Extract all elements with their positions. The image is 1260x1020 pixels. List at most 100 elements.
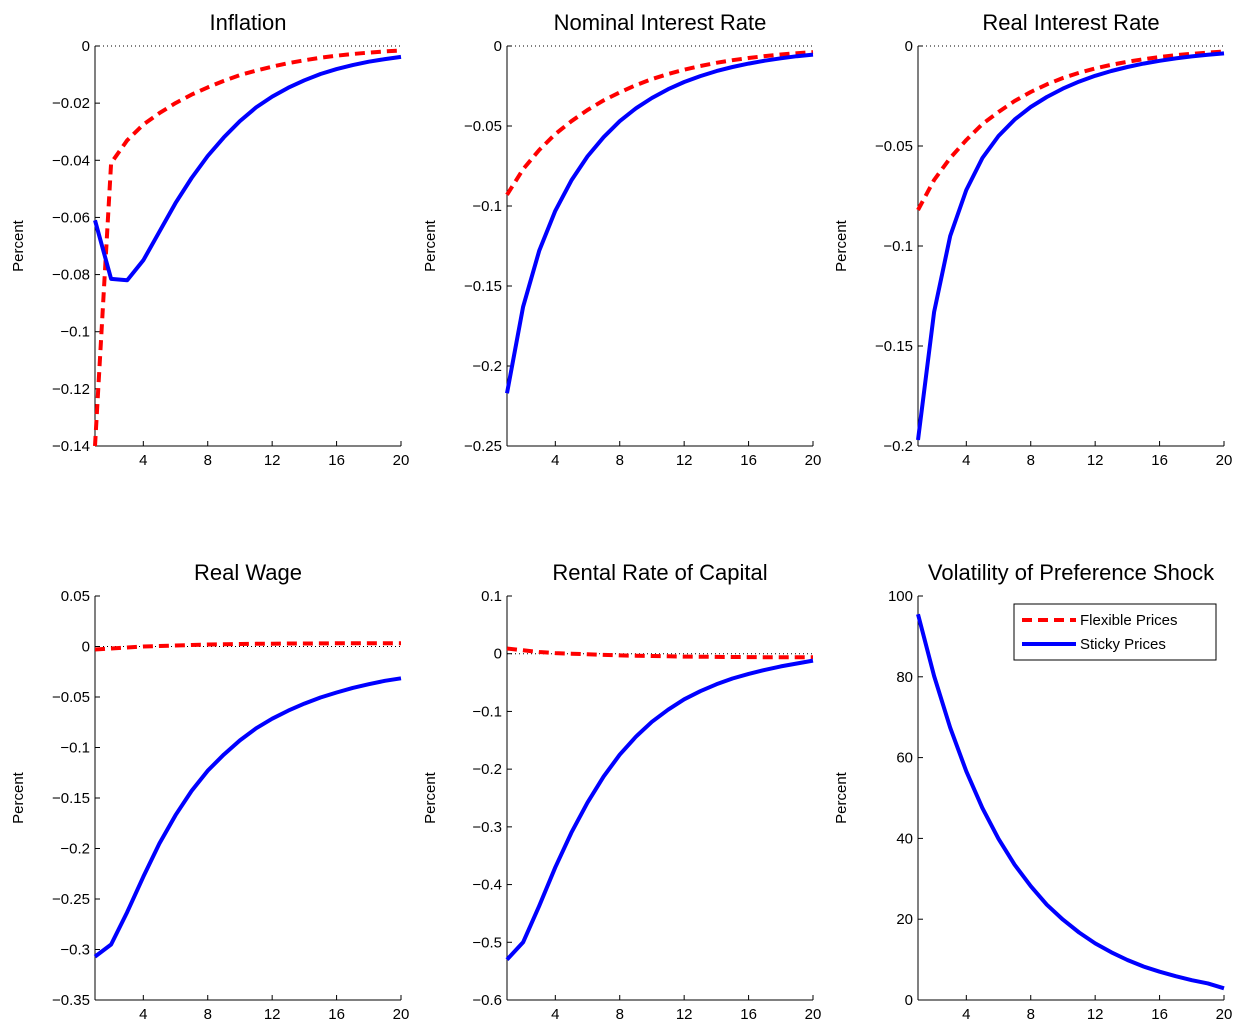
y-tick-label: −0.5 <box>472 934 502 951</box>
y-tick-label: 0 <box>82 639 90 656</box>
legend-label: Sticky Prices <box>1080 636 1166 653</box>
legend-label: Flexible Prices <box>1080 612 1178 629</box>
y-tick-label: 100 <box>888 588 913 605</box>
y-tick-label: −0.25 <box>52 891 90 908</box>
y-tick-label: −0.08 <box>52 267 90 284</box>
x-tick-label: 4 <box>551 452 559 469</box>
y-tick-label: −0.1 <box>883 238 913 255</box>
y-tick-label: 0 <box>82 38 90 55</box>
chart-panel-6: Volatility of Preference Shock1008060402… <box>833 560 1232 1020</box>
chart-panel-1: Inflation 0 −0.02 −0.04 −0.06 −0.08 −0.1 −0.12 −… <box>10 10 409 469</box>
x-tick-label: 20 <box>805 452 822 469</box>
series-line-sticky-prices <box>93 54 402 283</box>
y-tick-label: −0.2 <box>472 358 502 375</box>
y-tick-label: −0.15 <box>52 790 90 807</box>
chart-panel-5: Rental Rate of Capital 0.1 0 −0.1 −0.2 −0.3 −0… <box>422 560 821 1020</box>
y-axis-label: Percent <box>10 219 27 272</box>
y-tick-label: −0.05 <box>464 118 502 135</box>
x-tick-label: 8 <box>1027 452 1035 469</box>
x-tick-label: 20 <box>393 1006 410 1020</box>
x-tick-label: 8 <box>204 452 212 469</box>
y-tick-label: 0.1 <box>481 588 502 605</box>
legend-box <box>1013 603 1217 661</box>
y-tick-label: −0.2 <box>472 761 502 778</box>
x-tick-label: 4 <box>139 1006 147 1020</box>
y-tick-label: 60 <box>896 750 913 767</box>
chart-title: Rental Rate of Capital <box>552 560 767 585</box>
chart-title: Nominal Interest Rate <box>554 10 767 35</box>
y-tick-label: 0 <box>905 38 913 55</box>
y-tick-label: −0.4 <box>472 877 502 894</box>
x-tick-label: 16 <box>328 452 345 469</box>
x-tick-label: 8 <box>204 1006 212 1020</box>
x-tick-label: 12 <box>264 452 281 469</box>
y-tick-label: 0 <box>494 38 502 55</box>
series-line-sticky-prices <box>93 676 402 959</box>
y-tick-label: −0.2 <box>883 438 913 455</box>
y-tick-label: −0.15 <box>464 278 502 295</box>
legend: Flexible Prices Sticky Prices <box>1013 603 1217 661</box>
y-axis-label: Percent <box>833 219 850 272</box>
x-tick-label: 12 <box>1087 452 1104 469</box>
y-tick-label: −0.1 <box>472 703 502 720</box>
y-tick-label: 0 <box>905 992 913 1009</box>
y-tick-label: 40 <box>896 830 913 847</box>
chart-title: Real Interest Rate <box>982 10 1159 35</box>
x-tick-label: 4 <box>962 452 970 469</box>
y-tick-label: 0.05 <box>61 588 90 605</box>
y-tick-label: −0.35 <box>52 992 90 1009</box>
y-tick-label: −0.02 <box>52 95 90 112</box>
series-line-flexible-prices <box>916 49 1225 211</box>
y-tick-label: −0.2 <box>60 841 90 858</box>
y-tick-label: −0.1 <box>60 740 90 757</box>
x-tick-label: 16 <box>1151 452 1168 469</box>
x-tick-label: 16 <box>1151 1006 1168 1020</box>
y-axis-label: Percent <box>833 771 850 824</box>
y-axis-label: Percent <box>422 771 439 824</box>
series-line-flexible-prices <box>94 641 401 652</box>
y-tick-label: −0.14 <box>52 438 90 455</box>
x-tick-label: 12 <box>264 1006 281 1020</box>
y-tick-label: −0.1 <box>60 324 90 341</box>
series-line-sticky-prices <box>916 613 1225 991</box>
x-tick-label: 20 <box>805 1006 822 1020</box>
x-tick-label: 4 <box>139 452 147 469</box>
series-line-sticky-prices <box>505 52 814 394</box>
y-tick-label: −0.25 <box>464 438 502 455</box>
x-tick-label: 12 <box>676 452 693 469</box>
x-tick-label: 16 <box>740 1006 757 1020</box>
x-tick-label: 20 <box>1216 452 1233 469</box>
y-tick-label: −0.06 <box>52 209 90 226</box>
y-axis-label: Percent <box>422 219 439 272</box>
x-tick-label: 12 <box>676 1006 693 1020</box>
x-tick-label: 4 <box>962 1006 970 1020</box>
series-line-flexible-prices <box>506 646 813 660</box>
x-tick-label: 8 <box>1027 1006 1035 1020</box>
chart-title: Real Wage <box>194 560 302 585</box>
chart-panel-2: Nominal Interest Rate 0 −0.05 −0.1 −0.15 −0.2… <box>422 10 821 469</box>
y-tick-label: −0.3 <box>472 819 502 836</box>
chart-panel-4: Real Wage 0.05 0 −0.05 −0.1 −0.15 −0.2 −0.25 −0.… <box>10 560 409 1020</box>
chart-panel-3: Real Interest Rate 0 −0.05 −0.1 −0.15 −0.2 4 8 1… <box>833 10 1232 469</box>
y-tick-label: −0.04 <box>52 152 90 169</box>
chart-title: Inflation <box>209 10 286 35</box>
y-tick-label: −0.1 <box>472 198 502 215</box>
y-tick-label: 0 <box>494 646 502 663</box>
y-tick-label: −0.3 <box>60 942 90 959</box>
series-line-flexible-prices <box>93 48 402 447</box>
series-line-sticky-prices <box>916 51 1225 441</box>
x-tick-label: 8 <box>616 1006 624 1020</box>
y-tick-label: −0.05 <box>52 689 90 706</box>
y-tick-label: −0.05 <box>875 138 913 155</box>
x-tick-label: 16 <box>328 1006 345 1020</box>
chart-title: Volatility of Preference Shock <box>928 560 1215 585</box>
x-tick-label: 8 <box>616 452 624 469</box>
x-tick-label: 12 <box>1087 1006 1104 1020</box>
series-line-sticky-prices <box>505 658 814 961</box>
x-tick-label: 4 <box>551 1006 559 1020</box>
series-line-flexible-prices <box>505 50 814 196</box>
x-tick-label: 16 <box>740 452 757 469</box>
y-tick-label: −0.12 <box>52 381 90 398</box>
y-axis-label: Percent <box>10 771 27 824</box>
